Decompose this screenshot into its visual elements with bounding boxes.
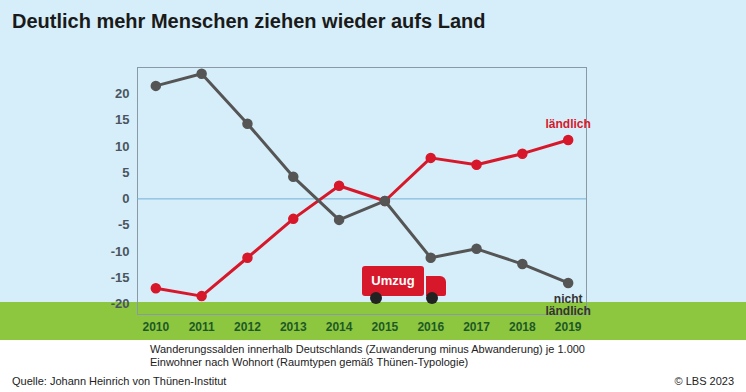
html-text:Umzug: Umzug bbox=[371, 273, 415, 288]
html-text:Quelle: Johann Heinrich von Th: Quelle: Johann Heinrich von Thünen-Insti… bbox=[12, 375, 227, 387]
svg-text:2013: 2013 bbox=[280, 320, 307, 334]
svg-text:2017: 2017 bbox=[463, 320, 490, 334]
html-text:© LBS 2023: © LBS 2023 bbox=[674, 375, 734, 387]
svg-text:2010: 2010 bbox=[142, 320, 169, 334]
svg-text:20: 20 bbox=[115, 86, 129, 101]
svg-text:nichtländlich: nichtländlich bbox=[546, 292, 591, 318]
svg-text:2011: 2011 bbox=[189, 320, 215, 334]
svg-text:0: 0 bbox=[122, 191, 129, 206]
html-text:Wanderungssalden innerhalb Deu: Wanderungssalden innerhalb Deutschlands … bbox=[150, 343, 585, 368]
svg-text:5: 5 bbox=[122, 165, 129, 180]
svg-text:2018: 2018 bbox=[509, 320, 536, 334]
svg-text:-20: -20 bbox=[111, 296, 130, 311]
svg-text:2016: 2016 bbox=[417, 320, 444, 334]
svg-text:2019: 2019 bbox=[555, 320, 582, 334]
svg-text:-5: -5 bbox=[118, 217, 130, 232]
svg-text:-10: -10 bbox=[111, 244, 130, 259]
svg-text:2012: 2012 bbox=[234, 320, 261, 334]
svg-text:10: 10 bbox=[115, 138, 129, 153]
svg-text:2015: 2015 bbox=[372, 320, 399, 334]
html-text:Deutlich mehr Menschen ziehen: Deutlich mehr Menschen ziehen wieder auf… bbox=[12, 10, 486, 32]
svg-text:2014: 2014 bbox=[326, 320, 353, 334]
svg-text:15: 15 bbox=[115, 112, 129, 127]
svg-text:ländlich: ländlich bbox=[546, 117, 591, 131]
svg-text:-15: -15 bbox=[111, 270, 130, 285]
